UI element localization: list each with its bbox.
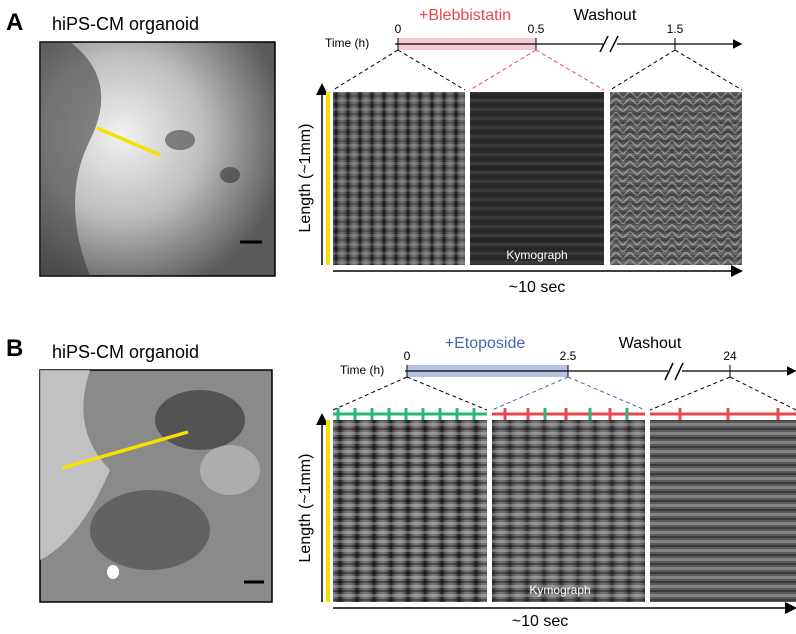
kymographs bbox=[322, 416, 796, 608]
time-label: Time (h) bbox=[340, 363, 384, 377]
time-tick: 2.5 bbox=[560, 349, 577, 363]
kymographs bbox=[322, 86, 742, 271]
time-label: Time (h) bbox=[325, 36, 369, 50]
figure: A hiPS-CM organoid +Blebbistatin Washout… bbox=[0, 0, 796, 634]
time-tick: 0 bbox=[404, 349, 411, 363]
washout: Washout bbox=[574, 7, 637, 24]
time-tick: 1.5 bbox=[667, 22, 684, 36]
x-axis-label: ~10 sec bbox=[509, 279, 565, 296]
image-title: hiPS-CM organoid bbox=[52, 14, 199, 34]
beat-markers bbox=[333, 408, 796, 420]
timeline bbox=[333, 36, 742, 90]
panel-label: A bbox=[6, 9, 23, 36]
kymograph-label: Kymograph bbox=[506, 248, 567, 262]
kymograph-label: Kymograph bbox=[529, 583, 590, 597]
time-tick: 0.5 bbox=[528, 22, 545, 36]
treatment: +Blebbistatin bbox=[419, 7, 511, 24]
treatment: +Etoposide bbox=[445, 335, 526, 352]
time-tick: 0 bbox=[395, 22, 402, 36]
washout: Washout bbox=[619, 335, 682, 352]
time-tick: 24 bbox=[723, 349, 737, 363]
panel-label: B bbox=[6, 335, 23, 362]
organoid-image bbox=[40, 42, 275, 276]
x-axis-label: ~10 sec bbox=[512, 613, 568, 630]
image-title: hiPS-CM organoid bbox=[52, 342, 199, 362]
timeline bbox=[333, 362, 796, 410]
organoid-image bbox=[40, 370, 272, 602]
y-axis-label: Length (~1mm) bbox=[297, 124, 314, 233]
y-axis-label: Length (~1mm) bbox=[297, 454, 314, 563]
